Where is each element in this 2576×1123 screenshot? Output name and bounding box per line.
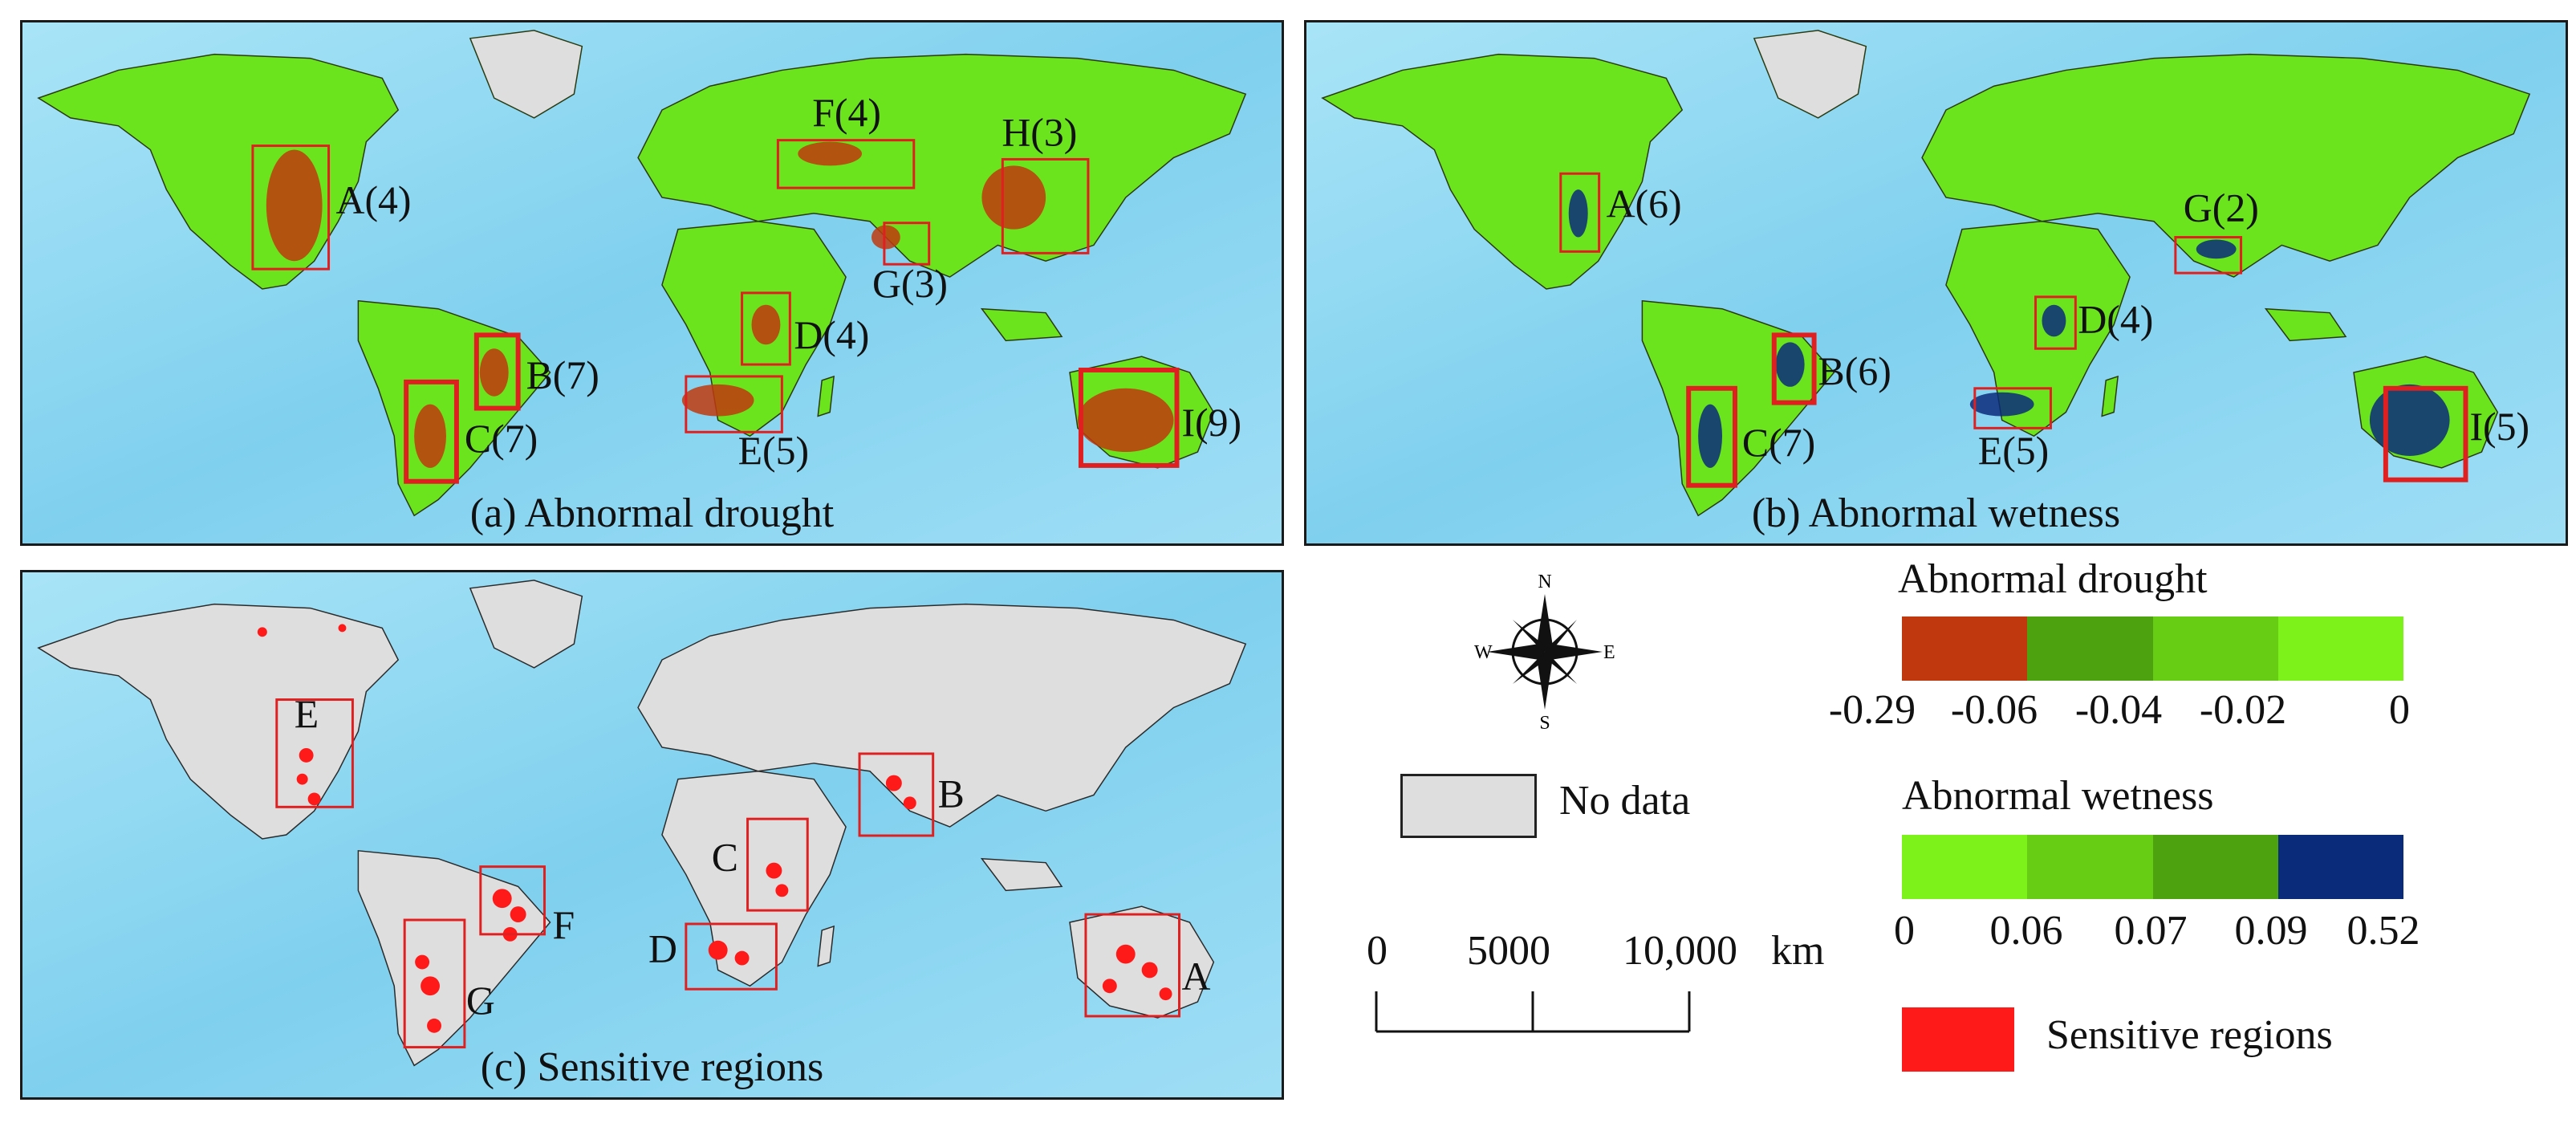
scale-tick-0: 0 bbox=[1367, 928, 1388, 974]
scale-bar bbox=[1375, 991, 1691, 1033]
compass-s: S bbox=[1539, 713, 1550, 730]
caption-abnormal-drought: (a) Abnormal drought bbox=[469, 490, 835, 536]
compass-rose-icon: N S W E bbox=[1474, 572, 1615, 730]
sensitive-label-b: B bbox=[938, 771, 965, 816]
sensitive-regions-label: Sensitive regions bbox=[2046, 1012, 2333, 1058]
region-label-d: D(4) bbox=[794, 313, 869, 357]
compass-e: E bbox=[1603, 642, 1615, 663]
no-data-label: No data bbox=[1559, 778, 1691, 824]
map-abnormal-wetness: A(6) B(6) C(7) D(4) E(5) G(2) I(5) bbox=[1306, 22, 2566, 543]
scale-tick-5000: 5000 bbox=[1467, 928, 1550, 974]
sensitive-label-d: D bbox=[648, 927, 677, 971]
region-label-e: E(5) bbox=[738, 429, 809, 473]
no-data-swatch bbox=[1400, 774, 1537, 838]
drought-swatch bbox=[2027, 616, 2153, 681]
panel-sensitive-regions: A B C D E F G (c) Sensitive regions bbox=[20, 570, 1284, 1100]
wetness-legend-title: Abnormal wetness bbox=[1902, 773, 2214, 819]
caption-sensitive-regions: (c) Sensitive regions bbox=[480, 1044, 824, 1090]
wet-region-label-c: C(7) bbox=[1742, 421, 1815, 465]
wet-region-label-e: E(5) bbox=[1978, 429, 2049, 473]
wetness-tick: 0.06 bbox=[1989, 908, 2063, 954]
sensitive-label-f: F bbox=[552, 903, 575, 947]
drought-swatch bbox=[2152, 616, 2278, 681]
panel-abnormal-drought: A(4) B(7) C(7) D(4) E(5) F(4) G(3) H(3) … bbox=[20, 20, 1284, 546]
wet-region-label-i: I(5) bbox=[2469, 405, 2529, 449]
sensitive-label-c: C bbox=[712, 836, 738, 880]
drought-swatch bbox=[2277, 616, 2403, 681]
scale-tick-10000: 10,000 bbox=[1623, 928, 1737, 974]
wetness-tick: 0.52 bbox=[2346, 908, 2420, 954]
legend-area: N S W E No data 0 5000 10,000 km Abnorma… bbox=[1304, 556, 2576, 1123]
sensitive-label-e: E bbox=[295, 692, 319, 736]
caption-abnormal-wetness: (b) Abnormal wetness bbox=[1751, 490, 2121, 536]
drought-color-ramp bbox=[1902, 616, 2403, 681]
wetness-swatch bbox=[1902, 835, 2028, 899]
scale-unit: km bbox=[1771, 928, 1825, 974]
wetness-tick: 0 bbox=[1894, 908, 1915, 954]
wetness-swatch bbox=[2277, 835, 2403, 899]
sensitive-label-g: G bbox=[466, 979, 495, 1023]
panel-abnormal-wetness: A(6) B(6) C(7) D(4) E(5) G(2) I(5) (b) A… bbox=[1304, 20, 2568, 546]
sensitive-label-a: A bbox=[1181, 954, 1210, 999]
region-label-g: G(3) bbox=[872, 262, 948, 306]
region-label-c: C(7) bbox=[465, 417, 538, 461]
compass-w: W bbox=[1474, 642, 1493, 663]
map-sensitive-regions: A B C D E F G bbox=[22, 572, 1282, 1097]
wetness-swatch bbox=[2152, 835, 2278, 899]
drought-tick: -0.02 bbox=[2199, 687, 2287, 733]
drought-tick: -0.06 bbox=[1950, 687, 2038, 733]
wetness-swatch bbox=[2027, 835, 2153, 899]
region-label-f: F(4) bbox=[812, 91, 881, 135]
region-label-i: I(9) bbox=[1181, 401, 1241, 445]
drought-tick: -0.29 bbox=[1828, 687, 1916, 733]
wet-region-label-d: D(4) bbox=[2078, 298, 2153, 342]
region-label-a: A(4) bbox=[336, 178, 412, 222]
region-label-h: H(3) bbox=[1002, 111, 1077, 155]
drought-tick: -0.04 bbox=[2074, 687, 2163, 733]
sensitive-regions-swatch bbox=[1902, 1007, 2014, 1072]
wetness-color-ramp bbox=[1902, 835, 2403, 899]
wetness-tick: 0.07 bbox=[2114, 908, 2188, 954]
wet-region-label-a: A(6) bbox=[1607, 182, 1682, 226]
drought-legend-title: Abnormal drought bbox=[1898, 556, 2208, 602]
wetness-tick: 0.09 bbox=[2234, 908, 2308, 954]
compass-n: N bbox=[1538, 572, 1551, 592]
map-abnormal-drought: A(4) B(7) C(7) D(4) E(5) F(4) G(3) H(3) … bbox=[22, 22, 1282, 543]
region-label-b: B(7) bbox=[526, 353, 599, 397]
wet-region-label-b: B(6) bbox=[1818, 349, 1891, 393]
wet-region-label-g: G(2) bbox=[2184, 186, 2259, 230]
drought-swatch bbox=[1902, 616, 2028, 681]
drought-tick: 0 bbox=[2389, 687, 2410, 733]
